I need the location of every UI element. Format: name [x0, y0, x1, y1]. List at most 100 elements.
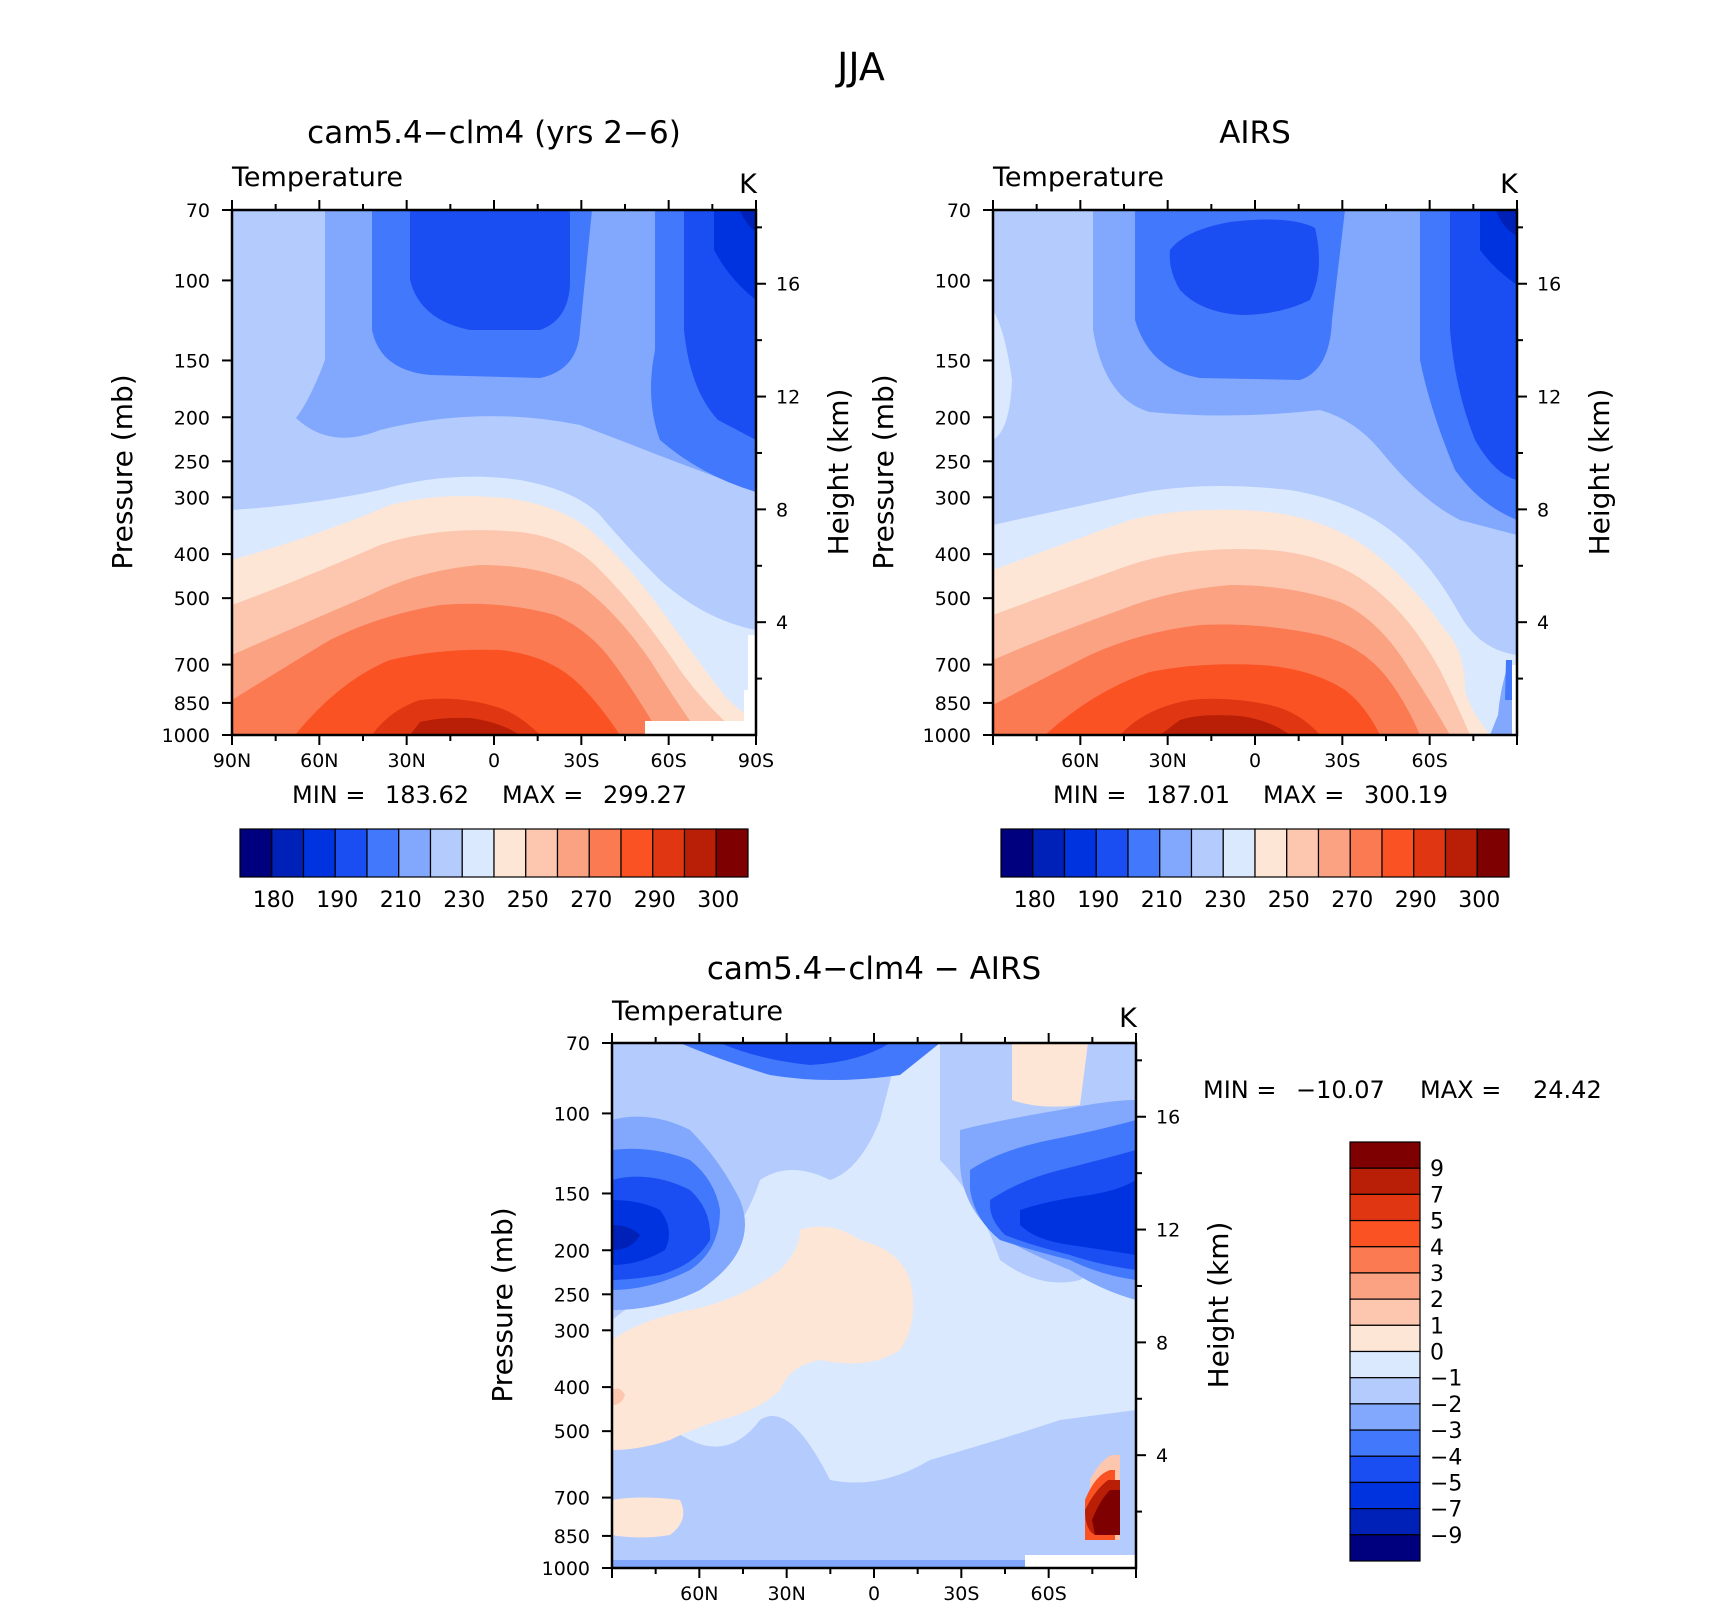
x-tick-label: 90S [738, 750, 774, 772]
colorbar-swatch [1349, 1246, 1421, 1274]
band-warm-patch-4 [1092, 1490, 1120, 1535]
y-tick-label: 150 [174, 350, 210, 372]
colorbar-swatch [1286, 828, 1320, 878]
axes-model: 90N 60N 30N 0 30S 60S 90S 70 100 150 200 250 300 400 5… [162, 200, 800, 772]
panel-model-title: cam5.4−clm4 (yrs 2−6) [307, 115, 681, 151]
colorbar-label: 3 [1430, 1262, 1444, 1287]
y-tick-label: 250 [935, 451, 971, 473]
colorbar-model: 180 190 210 230 250 270 290 300 [239, 828, 749, 913]
y-tick-label: 300 [174, 487, 210, 509]
contour-field-diff [612, 1043, 1136, 1568]
colorbar-swatch [1190, 828, 1224, 878]
colorbar-label: −4 [1430, 1445, 1462, 1470]
y-tick-label: 200 [554, 1240, 590, 1262]
colorbar-label: 5 [1430, 1210, 1444, 1235]
panel-obs-title: AIRS [1219, 115, 1291, 151]
missing-data-diff [1025, 1555, 1136, 1568]
panel-diff-min-label: MIN = [1203, 1076, 1276, 1104]
x-tick-label: 30S [563, 750, 599, 772]
y-tick-label: 850 [174, 693, 210, 715]
y-tick-label: 1000 [542, 1558, 590, 1580]
y-tick-label: 700 [554, 1488, 590, 1510]
y2-tick-label: 8 [776, 499, 788, 521]
y-tick-label: 250 [174, 451, 210, 473]
band-180-190 [1496, 210, 1517, 236]
colorbar-swatch [1349, 1350, 1421, 1379]
colorbar-swatch [652, 828, 686, 878]
colorbar-label: 7 [1430, 1183, 1444, 1208]
y-tick-label: 100 [935, 270, 971, 292]
x-tick-label: 60S [1412, 750, 1448, 772]
panel-model-ylabel: Pressure (mb) [106, 374, 139, 569]
panel-diff-ylabel: Pressure (mb) [486, 1207, 519, 1402]
colorbar-label: 290 [634, 888, 676, 913]
y2-tick-label: 8 [1537, 499, 1549, 521]
colorbar-label: 180 [253, 888, 295, 913]
colorbar-label: 4 [1430, 1236, 1444, 1261]
figure-title: JJA [835, 45, 885, 89]
panel-obs: AIRS Temperature K 60N 30N 0 30S 60S 70 100 150… [867, 115, 1616, 913]
colorbar-swatch [1349, 1298, 1421, 1326]
y-tick-label: 200 [935, 407, 971, 429]
colorbar-label: 250 [1268, 888, 1310, 913]
panel-model-units: K [739, 169, 758, 200]
y2-tick-label: 4 [1156, 1445, 1168, 1467]
panel-obs-ylabel: Pressure (mb) [867, 374, 900, 569]
panel-diff-units: K [1119, 1003, 1138, 1034]
y-tick-label: 1000 [923, 725, 971, 747]
colorbar-label: 0 [1430, 1341, 1444, 1366]
axes-diff: 60N 30N 0 30S 60S 70 100 150 200 250 300 400 500 700 8… [542, 1033, 1180, 1605]
colorbar-label: 190 [316, 888, 358, 913]
colorbar-swatch [1317, 828, 1351, 878]
panel-diff-max-label: MAX = [1420, 1076, 1501, 1104]
band-190-200 [714, 210, 756, 300]
colorbar-swatch [271, 828, 305, 878]
x-tick-label: 0 [1249, 750, 1261, 772]
y-tick-label: 500 [554, 1421, 590, 1443]
colorbar-swatch [1159, 828, 1193, 878]
axes-obs: 60N 30N 0 30S 60S 70 100 150 200 250 300 400 500 700 8… [923, 200, 1561, 772]
colorbar-swatch [239, 828, 273, 878]
x-tick-label: 30S [1324, 750, 1360, 772]
panel-model: cam5.4−clm4 (yrs 2−6) Temperature K 90N 6… [106, 115, 855, 913]
panel-obs-max-value: 300.19 [1364, 781, 1448, 809]
colorbar-swatch [461, 828, 495, 878]
band-1-2 [612, 1388, 625, 1405]
colorbar-swatch [620, 828, 654, 878]
colorbar-swatch [1349, 828, 1383, 878]
band-310-plus [1160, 715, 1290, 735]
y-tick-label: 300 [554, 1320, 590, 1342]
colorbar-label: −7 [1430, 1498, 1462, 1523]
x-tick-label: 60N [1061, 750, 1099, 772]
colorbar-swatch [1349, 1324, 1421, 1353]
colorbar-swatch [1349, 1272, 1421, 1300]
colorbar-swatch [493, 828, 527, 878]
y-tick-label: 1000 [162, 725, 210, 747]
colorbar-swatch [1349, 1429, 1421, 1457]
colorbar-swatch [1032, 828, 1066, 878]
panel-diff-min-value: −10.07 [1296, 1076, 1385, 1104]
y-tick-label: 700 [935, 655, 971, 677]
panel-obs-min-label: MIN = [1053, 781, 1126, 809]
colorbar-swatch [1222, 828, 1256, 878]
band-180-190 [740, 210, 756, 232]
x-tick-label: 30S [943, 1583, 979, 1605]
x-tick-label: 60S [1031, 1583, 1067, 1605]
panel-diff: cam5.4−clm4 − AIRS Temperature K 60N 30N 0… [486, 951, 1602, 1605]
x-tick-label: 60N [300, 750, 338, 772]
y-tick-label: 850 [935, 693, 971, 715]
y-tick-label: 200 [174, 407, 210, 429]
y2-tick-label: 12 [1156, 1220, 1180, 1242]
panel-model-max-label: MAX = [502, 781, 583, 809]
colorbar-swatch [1349, 1403, 1421, 1431]
y-tick-label: 150 [554, 1183, 590, 1205]
contour-field-obs [993, 210, 1517, 735]
colorbar-swatch [366, 828, 400, 878]
colorbar-swatch [525, 828, 559, 878]
y2-tick-label: 4 [1537, 612, 1549, 634]
panel-model-y2label: Height (km) [822, 389, 855, 556]
colorbar-swatch [1000, 828, 1034, 878]
panel-obs-subtitle: Temperature [992, 162, 1164, 193]
colorbar-label: 2 [1430, 1288, 1444, 1313]
